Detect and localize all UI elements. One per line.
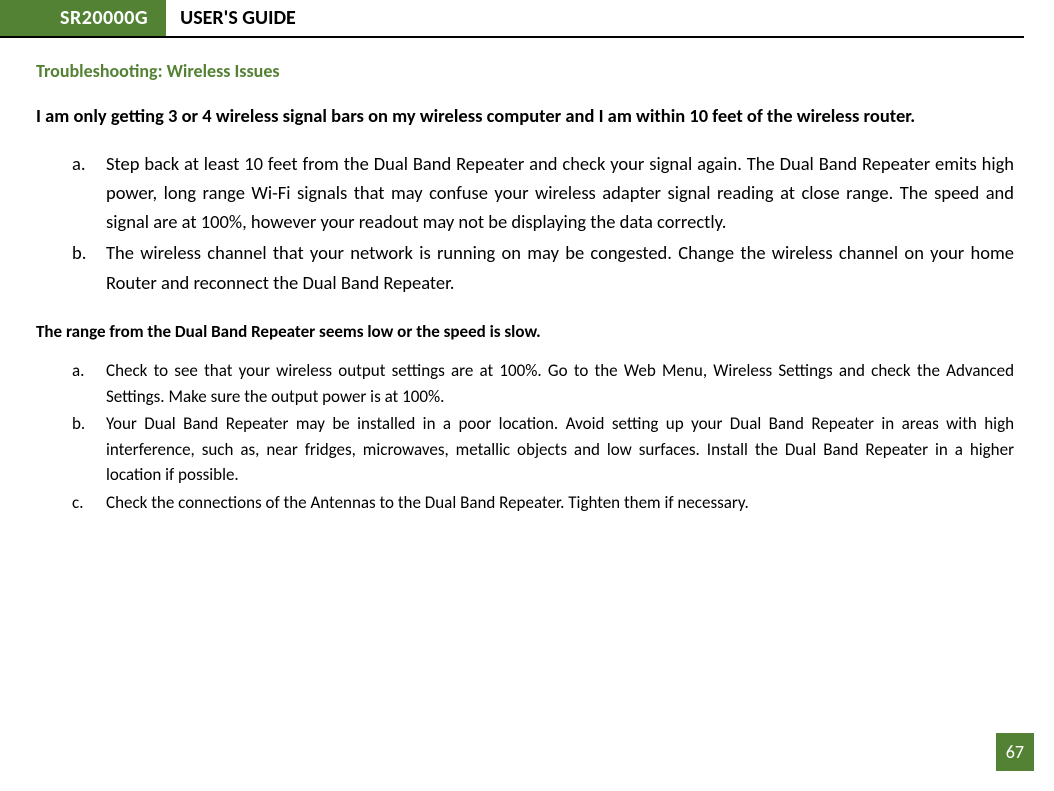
list-marker: a. (72, 358, 84, 384)
list-marker: b. (72, 238, 86, 267)
question-2: The range from the Dual Band Repeater se… (36, 319, 1014, 345)
list-marker: c. (72, 490, 83, 516)
answer-1a: a. Step back at least 10 feet from the D… (106, 149, 1014, 237)
page-content: Troubleshooting: Wireless Issues I am on… (0, 60, 1054, 515)
header-title: USER'S GUIDE (166, 0, 296, 36)
answer-2c: c. Check the connections of the Antennas… (106, 490, 1014, 516)
answers-list-1: a. Step back at least 10 feet from the D… (36, 149, 1014, 297)
page-header: SR20000G USER'S GUIDE (0, 0, 1024, 38)
answers-list-2: a. Check to see that your wireless outpu… (36, 358, 1014, 515)
header-model-badge: SR20000G (0, 0, 166, 36)
page-number-badge: 67 (996, 733, 1034, 771)
answer-text: Check the connections of the Antennas to… (106, 492, 749, 513)
answer-2a: a. Check to see that your wireless outpu… (106, 358, 1014, 409)
section-title: Troubleshooting: Wireless Issues (36, 60, 1014, 82)
answer-text: Your Dual Band Repeater may be installed… (106, 413, 1014, 485)
answer-1b: b. The wireless channel that your networ… (106, 238, 1014, 296)
answer-text: Step back at least 10 feet from the Dual… (106, 152, 1014, 233)
list-marker: b. (72, 411, 85, 437)
answer-text: Check to see that your wireless output s… (106, 360, 1014, 407)
answer-2b: b. Your Dual Band Repeater may be instal… (106, 411, 1014, 488)
list-marker: a. (72, 149, 86, 178)
question-1: I am only getting 3 or 4 wireless signal… (36, 102, 1014, 131)
answer-text: The wireless channel that your network i… (106, 241, 1014, 293)
